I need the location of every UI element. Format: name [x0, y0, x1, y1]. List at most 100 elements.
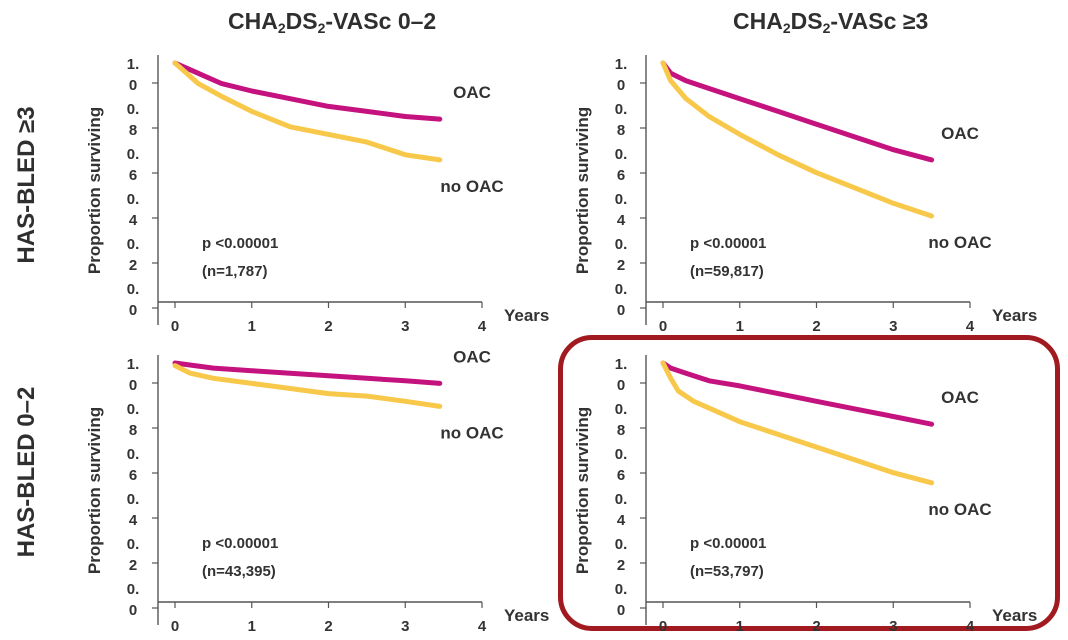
- y-tick-label: 0: [129, 377, 137, 394]
- x-tick-label: 4: [478, 318, 487, 335]
- p-value-label: p <0.00001: [690, 535, 766, 552]
- y-tick-label: 0.: [127, 146, 140, 163]
- y-tick-label: 0.: [127, 101, 140, 118]
- y-tick-label: 4: [129, 212, 138, 229]
- y-tick-label: 2: [129, 557, 137, 574]
- y-tick-label: 1.: [127, 356, 140, 373]
- x-tick-label: 0: [659, 318, 667, 335]
- y-axis-label: Proportion surviving: [85, 107, 104, 274]
- sample-size-label: (n=59,817): [690, 263, 764, 280]
- y-tick-label: 4: [129, 512, 138, 529]
- p-value-label: p <0.00001: [690, 235, 766, 252]
- y-tick-label: 0.: [615, 281, 628, 298]
- panel-hasbled3-vasc3: Proportion surviving 1. 0 0. 8 0. 6 0. 4 0. 2 0. 0 0 1…: [560, 45, 1068, 340]
- y-tick-label: 8: [129, 422, 137, 439]
- column-header-vasc-3-plus: CHA2DS2-VASc ≥3: [733, 8, 928, 36]
- y-tick-label: 0.: [127, 536, 140, 553]
- y-axis-label: Proportion surviving: [573, 407, 592, 574]
- y-tick-label: 4: [617, 512, 626, 529]
- y-tick-label: 8: [129, 122, 137, 139]
- y-tick-label: 0.: [127, 236, 140, 253]
- oac-series-line: [172, 60, 443, 122]
- y-tick-label: 0.: [615, 581, 628, 598]
- oac-series-line: [172, 360, 443, 386]
- oac-series-label: OAC: [941, 388, 979, 407]
- sample-size-label: (n=43,395): [202, 563, 276, 580]
- x-tick-label: 2: [324, 318, 332, 335]
- p-value-label: p <0.00001: [202, 535, 278, 552]
- y-tick-label: 0.: [127, 446, 140, 463]
- y-tick-label: 6: [617, 467, 625, 484]
- y-tick-label: 0: [617, 377, 625, 394]
- no-oac-series-label: no OAC: [928, 233, 991, 252]
- y-tick-label: 0.: [127, 191, 140, 208]
- sample-size-label: (n=53,797): [690, 563, 764, 580]
- x-tick-label: 3: [889, 318, 897, 335]
- x-tick-label: 1: [736, 618, 744, 635]
- y-tick-label: 6: [129, 167, 137, 184]
- y-tick-label: 0: [617, 77, 625, 94]
- y-tick-label: 0.: [615, 491, 628, 508]
- x-tick-label: 2: [324, 618, 332, 635]
- y-tick-label: 8: [617, 422, 625, 439]
- x-tick-label: 4: [966, 618, 975, 635]
- y-tick-label: 2: [617, 257, 625, 274]
- x-axis-label: Years: [992, 306, 1037, 325]
- column-header-subscript: 2: [782, 20, 791, 36]
- x-tick-label: 3: [889, 618, 897, 635]
- y-tick-label: 2: [129, 257, 137, 274]
- x-tick-label: 1: [248, 618, 256, 635]
- y-tick-label: 0.: [615, 146, 628, 163]
- no-oac-series-line: [660, 360, 935, 486]
- y-tick-label: 0.: [127, 401, 140, 418]
- column-header-text: CHA: [228, 8, 278, 34]
- x-tick-label: 0: [659, 618, 667, 635]
- column-header-subscript: 2: [317, 20, 326, 36]
- no-oac-series-label: no OAC: [440, 177, 503, 196]
- column-header-vasc-0-2: CHA2DS2-VASc 0–2: [228, 8, 436, 36]
- x-tick-label: 3: [401, 618, 409, 635]
- y-tick-label: 0.: [127, 281, 140, 298]
- y-tick-label: 0.: [615, 101, 628, 118]
- x-tick-label: 2: [812, 318, 820, 335]
- column-header-text: -VASc ≥3: [830, 8, 929, 34]
- y-tick-label: 0.: [615, 191, 628, 208]
- y-tick-label: 8: [617, 122, 625, 139]
- row-header-hasbled-3-plus: HAS-BLED ≥3: [13, 106, 40, 264]
- row-header-hasbled-0-2: HAS-BLED 0–2: [13, 386, 40, 558]
- oac-series-label: OAC: [941, 124, 979, 143]
- column-header-text: DS: [285, 8, 318, 34]
- no-oac-series-label: no OAC: [928, 500, 991, 519]
- p-value-label: p <0.00001: [202, 235, 278, 252]
- highlight-box: [558, 335, 1060, 631]
- column-header-text: DS: [790, 8, 823, 34]
- y-tick-label: 0: [129, 77, 137, 94]
- panel-hasbled3-vasc0-2: Proportion surviving 1. 0 0. 8 0. 6 0. 4 0. 2 0. 0 0 1…: [72, 45, 602, 340]
- oac-series-label: OAC: [453, 347, 491, 366]
- column-header-subscript: 2: [822, 20, 831, 36]
- x-tick-label: 1: [248, 318, 256, 335]
- x-tick-label: 2: [812, 618, 820, 635]
- y-tick-label: 0.: [127, 581, 140, 598]
- column-header-subscript: 2: [277, 20, 286, 36]
- y-tick-label: 1.: [615, 56, 628, 73]
- y-axis-label: Proportion surviving: [85, 407, 104, 574]
- x-tick-label: 0: [171, 618, 179, 635]
- y-tick-label: 0: [617, 302, 625, 319]
- oac-series-label: OAC: [453, 83, 491, 102]
- no-oac-series-label: no OAC: [440, 423, 503, 442]
- column-header-text: CHA: [733, 8, 783, 34]
- y-tick-label: 0.: [127, 491, 140, 508]
- y-tick-label: 0.: [615, 536, 628, 553]
- x-tick-label: 4: [478, 618, 487, 635]
- x-tick-label: 3: [401, 318, 409, 335]
- oac-series-line: [660, 60, 935, 163]
- y-tick-label: 0.: [615, 446, 628, 463]
- no-oac-series-line: [660, 60, 935, 219]
- sample-size-label: (n=1,787): [202, 263, 267, 280]
- y-tick-label: 0: [129, 602, 137, 619]
- y-tick-label: 0: [129, 302, 137, 319]
- y-tick-label: 0: [617, 602, 625, 619]
- x-tick-label: 1: [736, 318, 744, 335]
- y-tick-label: 1.: [615, 356, 628, 373]
